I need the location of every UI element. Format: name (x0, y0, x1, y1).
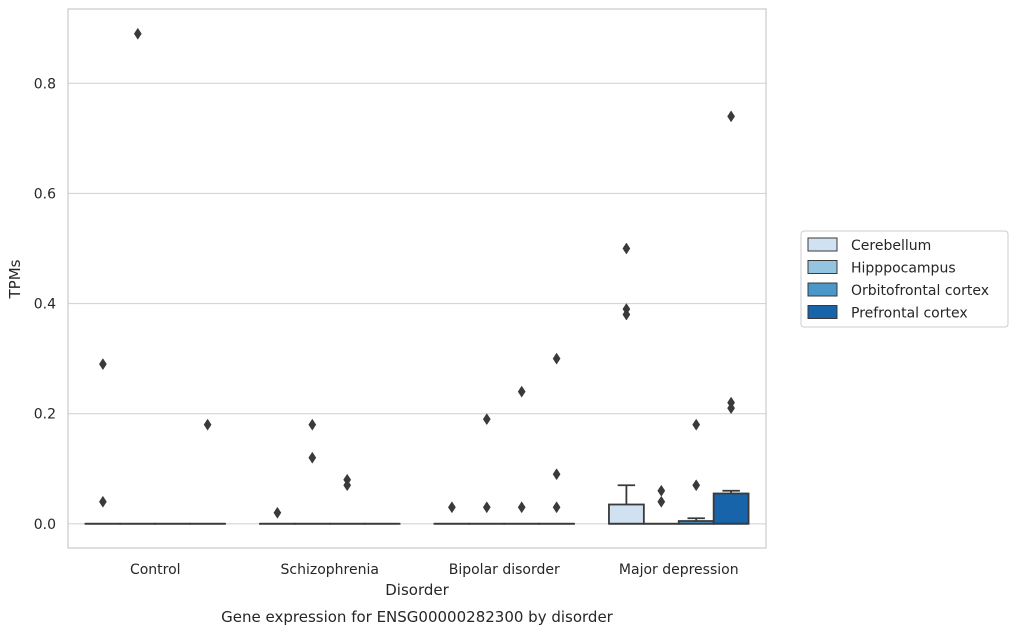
outlier-point (482, 413, 491, 426)
legend-label: Cerebellum (851, 238, 931, 254)
x-tick-label: Bipolar disorder (449, 562, 560, 578)
y-tick-label: 0.6 (34, 186, 56, 202)
legend-label: Prefrontal cortex (851, 306, 968, 322)
legend-swatch (807, 237, 838, 252)
y-tick-labels: 0.0 0.2 0.4 0.6 0.8 (34, 76, 56, 532)
outlier-point (622, 242, 631, 255)
outlier-point (692, 479, 701, 492)
outlier-point (727, 402, 735, 415)
legend-swatch (807, 305, 838, 319)
box-cerebellum (608, 503, 645, 525)
outlier-point (343, 479, 352, 492)
chart-title: Gene expression for ENSG00000282300 by d… (221, 608, 614, 626)
outlier-point (273, 506, 282, 519)
x-tick-labels: Control Schizophrenia Bipolar disorder Majo… (130, 562, 739, 578)
outlier-point (622, 308, 631, 321)
outlier-point (203, 418, 212, 431)
x-tick-label: Schizophrenia (281, 562, 379, 578)
plot-area-background (68, 9, 766, 548)
x-tick-label: Major depression (619, 562, 739, 578)
outliers-layer (99, 27, 735, 519)
outlier-point (552, 501, 561, 514)
outlier-point (99, 358, 107, 371)
box-prefrontal-cortex (712, 492, 750, 525)
legend-swatch (807, 260, 838, 274)
y-tick-label: 0.0 (34, 517, 56, 533)
y-tick-label: 0.2 (34, 407, 56, 423)
legend-frame (800, 230, 1009, 328)
outlier-point (308, 418, 317, 431)
outlier-point (308, 451, 317, 464)
legend: Cerebellum Hipppocampus Orbitofrontal cort… (800, 230, 1009, 328)
outlier-point (99, 495, 107, 508)
outlier-point (517, 385, 526, 398)
x-tick-label: Control (130, 562, 181, 578)
outlier-point (517, 501, 526, 514)
y-axis-label: TPMs (6, 259, 24, 299)
outlier-point (133, 27, 142, 40)
outlier-point (552, 468, 561, 481)
x-axis-label: Disorder (385, 581, 449, 599)
legend-label: Hipppocampus (851, 261, 956, 277)
outlier-point (552, 352, 561, 365)
outlier-point (482, 501, 491, 514)
plot-area-frame (67, 8, 767, 549)
legend-label: Orbitofrontal cortex (851, 283, 989, 299)
legend-swatch (807, 282, 838, 297)
outlier-point (448, 501, 456, 514)
y-tick-label: 0.4 (34, 297, 56, 313)
outlier-point (692, 418, 701, 431)
outlier-point (657, 495, 666, 508)
y-tick-label: 0.8 (34, 76, 56, 92)
outlier-point (727, 110, 735, 123)
boxes-layer (84, 484, 750, 525)
